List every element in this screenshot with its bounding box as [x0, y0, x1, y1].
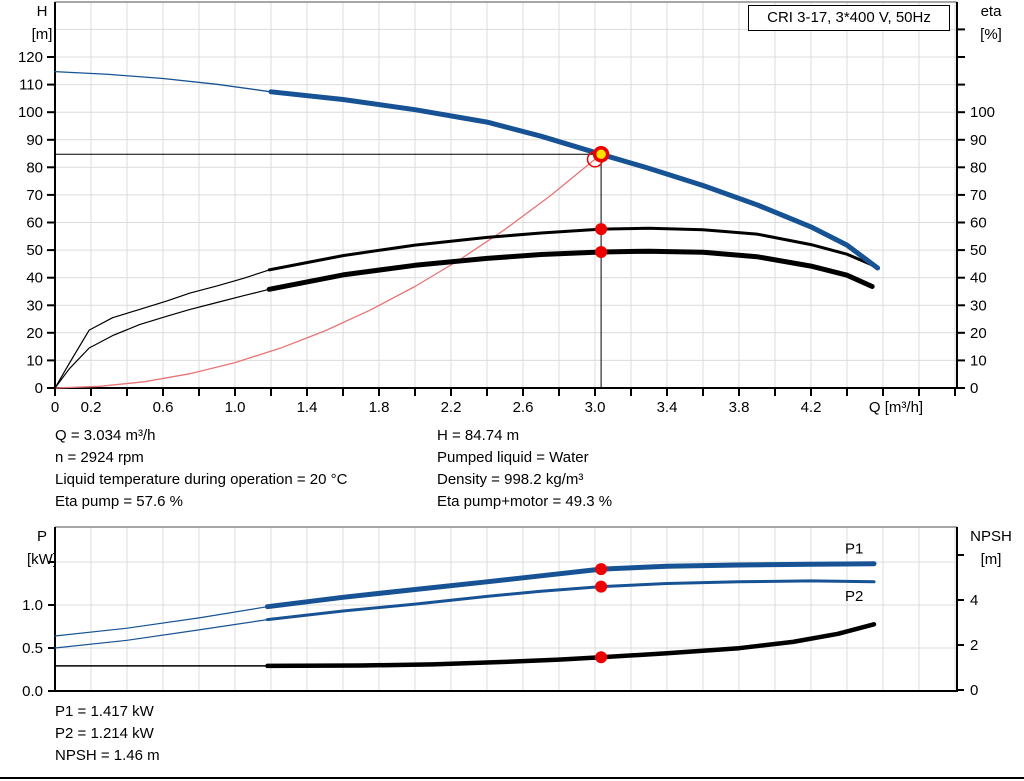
tick-label-left: 110 [19, 77, 43, 94]
tick-label-x: 1.4 [297, 399, 318, 416]
annotation-flow: Q = 3.034 m³/h [55, 427, 156, 444]
tick-label-right: 90 [970, 132, 987, 149]
annotation-p2: P2 = 1.214 kW [55, 725, 154, 742]
eta-pump-motor-curve-thin [54, 288, 270, 389]
y-left-axis-title: P [37, 528, 47, 545]
eta-operating-dot [595, 246, 608, 258]
operating-data-column-left: Q = 3.034 m³/h n = 2924 rpm Liquid tempe… [55, 425, 347, 513]
tick-label-left: 120 [18, 49, 43, 66]
annotation-eta-pump-motor: Eta pump+motor = 49.3 % [437, 493, 613, 510]
power-operating-dot [595, 563, 608, 576]
tick-label-left: 10 [26, 352, 43, 369]
eta-operating-dot [595, 223, 608, 236]
annotation-pumped-liquid: Pumped liquid = Water [437, 449, 589, 466]
tick-label-left: 100 [18, 104, 43, 121]
power-operating-dot [595, 580, 608, 593]
annotation-p1: P1 = 1.417 kW [55, 703, 154, 720]
duty-point-marker [592, 146, 610, 163]
tick-label-right: 0 [970, 682, 978, 699]
tick-label-left: 50 [26, 242, 43, 259]
annotation-speed: n = 2924 rpm [55, 449, 144, 466]
tick-label-x: 3.8 [729, 399, 750, 416]
p2-label: P2 [845, 588, 863, 605]
tick-label-left: 0.0 [22, 683, 43, 700]
tick-label-x: 4.2 [801, 399, 822, 416]
tick-label-x: 0.2 [81, 399, 102, 416]
tick-label-left: 0 [35, 380, 43, 397]
tick-label-left: 0.5 [22, 640, 43, 657]
tick-label-x: 3.0 [585, 399, 606, 416]
tick-label-right: 4 [970, 592, 978, 609]
y-left-axis-unit: [m] [32, 26, 53, 43]
tick-label-right: 80 [970, 159, 987, 176]
tick-label-left: 60 [26, 215, 43, 232]
head-curve-thin [54, 70, 272, 93]
tick-label-x: 3.4 [657, 399, 678, 416]
tick-label-right: 70 [970, 187, 987, 204]
tick-label-left: 30 [26, 297, 43, 314]
eta-pump-motor-curve [266, 248, 875, 292]
operating-data-column-right: H = 84.74 m Pumped liquid = Water Densit… [437, 425, 612, 513]
tick-label-left: 20 [26, 325, 43, 342]
tick-label-left: 80 [26, 159, 43, 176]
eta-pump-curve [267, 226, 880, 272]
tick-label-right: 30 [970, 297, 987, 314]
tick-label-right: 100 [970, 104, 995, 121]
system-curve-thin [54, 158, 596, 389]
p1-label: P1 [845, 541, 863, 558]
p2-curve-thin [54, 618, 268, 649]
eta-pump-curve-thin [54, 269, 270, 389]
p1-curve [264, 561, 877, 610]
tick-label-left: 40 [26, 270, 43, 287]
power-npsh-chart: 0.0 0.5 1.0 0 2 4 P [kW] NPSH [m] P2 P1 [22, 526, 1012, 700]
annotation-npsh: NPSH = 1.46 m [55, 747, 160, 764]
tick-label-right: 60 [970, 215, 987, 232]
tick-label-left: 70 [26, 187, 43, 204]
power-data-column: P1 = 1.417 kW P2 = 1.214 kW NPSH = 1.46 … [55, 701, 160, 767]
tick-label-x: 2.2 [441, 399, 462, 416]
annotation-eta-pump: Eta pump = 57.6 % [55, 493, 183, 510]
tick-label-right: 2 [970, 637, 978, 654]
qh-eta-chart: 0 10 20 30 40 50 60 70 80 90 100 110 120 0 10 20 30 40 50 6… [18, 1, 1003, 416]
tick-label-x: 0 [51, 399, 59, 416]
pump-model-title: CRI 3-17, 3*400 V, 50Hz [748, 5, 950, 31]
pump-model-label: CRI 3-17, 3*400 V, 50Hz [767, 9, 931, 26]
annotation-head: H = 84.74 m [437, 427, 520, 444]
tick-label-right: 40 [970, 270, 987, 287]
npsh-curve [265, 622, 877, 669]
npsh-operating-dot [595, 651, 608, 664]
y-right-axis-unit: [m] [981, 551, 1002, 568]
tick-label-right: 20 [970, 325, 987, 342]
x-axis-title: Q [m³/h] [869, 399, 923, 416]
p2-curve [265, 579, 876, 622]
head-curve [268, 89, 881, 271]
annotation-liquid-temperature: Liquid temperature during operation = 20… [55, 471, 348, 488]
tick-label-right: 50 [970, 242, 987, 259]
tick-label-x: 2.6 [513, 399, 534, 416]
tick-label-right: 0 [970, 380, 978, 397]
tick-label-x: 0.6 [153, 399, 174, 416]
page-bottom-border [0, 777, 1024, 779]
y-left-axis-unit: [kW] [27, 551, 57, 568]
p1-curve-thin [54, 606, 268, 637]
y-right-axis-unit: [%] [980, 26, 1002, 43]
annotation-density: Density = 998.2 kg/m³ [437, 471, 584, 488]
y-left-axis-title: H [37, 3, 48, 20]
y-right-axis-title: eta [981, 3, 1003, 20]
y-right-axis-title: NPSH [970, 528, 1012, 545]
tick-label-x: 1.8 [369, 399, 390, 416]
tick-label-right: 10 [970, 352, 987, 369]
tick-label-left: 90 [26, 132, 43, 149]
tick-label-x: 1.0 [225, 399, 246, 416]
tick-label-left: 1.0 [22, 597, 43, 614]
